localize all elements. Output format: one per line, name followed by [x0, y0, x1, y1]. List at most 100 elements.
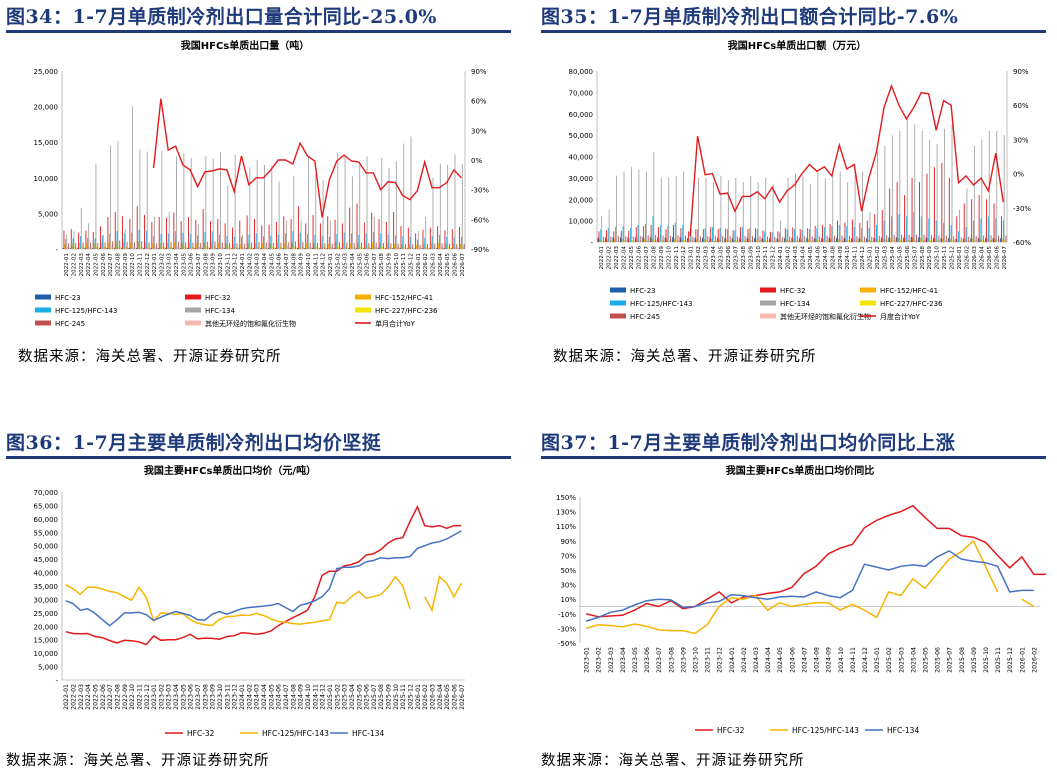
bar	[891, 216, 892, 242]
bar	[110, 145, 112, 249]
bar	[743, 240, 745, 242]
x-tick-label: 2023-07	[195, 684, 202, 710]
bar	[458, 248, 460, 249]
bar	[441, 243, 443, 249]
bar	[436, 248, 438, 249]
bar	[440, 246, 442, 249]
x-tick-label: 2022-04	[85, 684, 92, 710]
x-tick-label: 2025-03	[883, 246, 889, 270]
x-tick-label: 2022-10	[666, 246, 672, 270]
bar	[873, 237, 875, 242]
chart-export-volume: 我国HFCs单质出口量（吨） - 5,000 10,000 15,000 20,000 25…	[34, 39, 490, 328]
bar	[781, 237, 783, 242]
x-tick-label: 2024-08	[291, 253, 297, 277]
bar	[286, 220, 287, 249]
bar	[889, 188, 891, 242]
bar	[752, 235, 753, 242]
bar	[243, 243, 245, 249]
bar	[936, 143, 938, 242]
bar	[431, 236, 433, 249]
bar	[910, 237, 912, 242]
bar	[117, 140, 119, 249]
y-tick-label: 30,000	[34, 596, 59, 604]
bar	[699, 240, 700, 242]
bar	[212, 158, 214, 249]
bar	[340, 247, 341, 249]
x-tick-label: 2023-08	[668, 647, 675, 673]
bar	[176, 156, 177, 249]
bar	[383, 242, 384, 249]
bar	[688, 239, 690, 242]
bar	[464, 247, 466, 249]
bar	[239, 220, 241, 249]
y2-tick-label: 60%	[1013, 102, 1029, 110]
bar	[748, 239, 750, 242]
bar	[371, 212, 373, 249]
bar	[673, 224, 674, 242]
bar	[174, 242, 176, 249]
bar	[156, 247, 158, 249]
bar	[885, 240, 887, 242]
bar	[446, 236, 448, 249]
x-tick-label: 2024-02	[246, 684, 253, 710]
bar	[882, 238, 884, 242]
bar	[275, 221, 277, 249]
bar	[617, 236, 619, 242]
legend-swatch	[355, 307, 371, 313]
x-tick-label: 2024-09	[298, 684, 305, 710]
bar	[804, 236, 806, 242]
bar	[668, 177, 670, 243]
bar	[801, 230, 803, 242]
x-tick-label: 2024-05	[808, 246, 814, 270]
bar	[357, 242, 359, 249]
x-tick-label: 2023-09	[680, 647, 687, 673]
x-tick-label: 2026-05	[445, 253, 451, 277]
bar	[853, 227, 855, 242]
bar	[232, 227, 233, 249]
bar	[851, 238, 852, 242]
bar	[368, 242, 370, 249]
bar	[130, 242, 132, 249]
bar	[145, 230, 147, 249]
bar	[976, 240, 978, 242]
bar	[755, 239, 757, 242]
x-tick-label: 2022-01	[64, 253, 70, 277]
bar	[787, 177, 789, 243]
x-tick-label: 2024-02	[741, 647, 748, 673]
x-tick-label: 2025-10	[935, 246, 941, 270]
bar	[178, 247, 180, 249]
x-tick-label: 2023-10	[693, 647, 700, 673]
bar	[716, 237, 718, 242]
legend-label: 月度合计YoY	[880, 312, 921, 321]
bar	[684, 240, 685, 242]
bar	[605, 230, 607, 242]
x-tick-label: 2023-02	[596, 647, 603, 673]
x-tick-label: 2022-11	[137, 253, 143, 277]
bar	[623, 171, 625, 242]
bar	[840, 240, 842, 242]
bar	[242, 247, 244, 249]
bar	[778, 239, 780, 242]
bar	[332, 247, 334, 249]
bar	[319, 223, 321, 249]
bar	[996, 130, 998, 242]
bar	[144, 242, 146, 249]
x-tick-label: 2024-03	[254, 684, 261, 710]
y-tick-label: 45,000	[34, 556, 59, 564]
bar	[689, 231, 691, 242]
x-tick-label: 2023-12	[717, 647, 724, 673]
bar	[820, 240, 821, 242]
bar	[284, 242, 286, 249]
x-tick-label: 2025-07	[947, 647, 954, 673]
x-tick-label: 2025-10	[983, 647, 990, 673]
bar	[931, 240, 933, 242]
title-rule	[541, 456, 1046, 459]
bar	[392, 248, 394, 249]
bar	[97, 243, 99, 249]
bar	[382, 246, 384, 249]
bar	[402, 236, 404, 249]
bar	[624, 240, 626, 242]
bar	[196, 243, 198, 249]
bar	[890, 238, 892, 242]
bar	[79, 242, 80, 249]
